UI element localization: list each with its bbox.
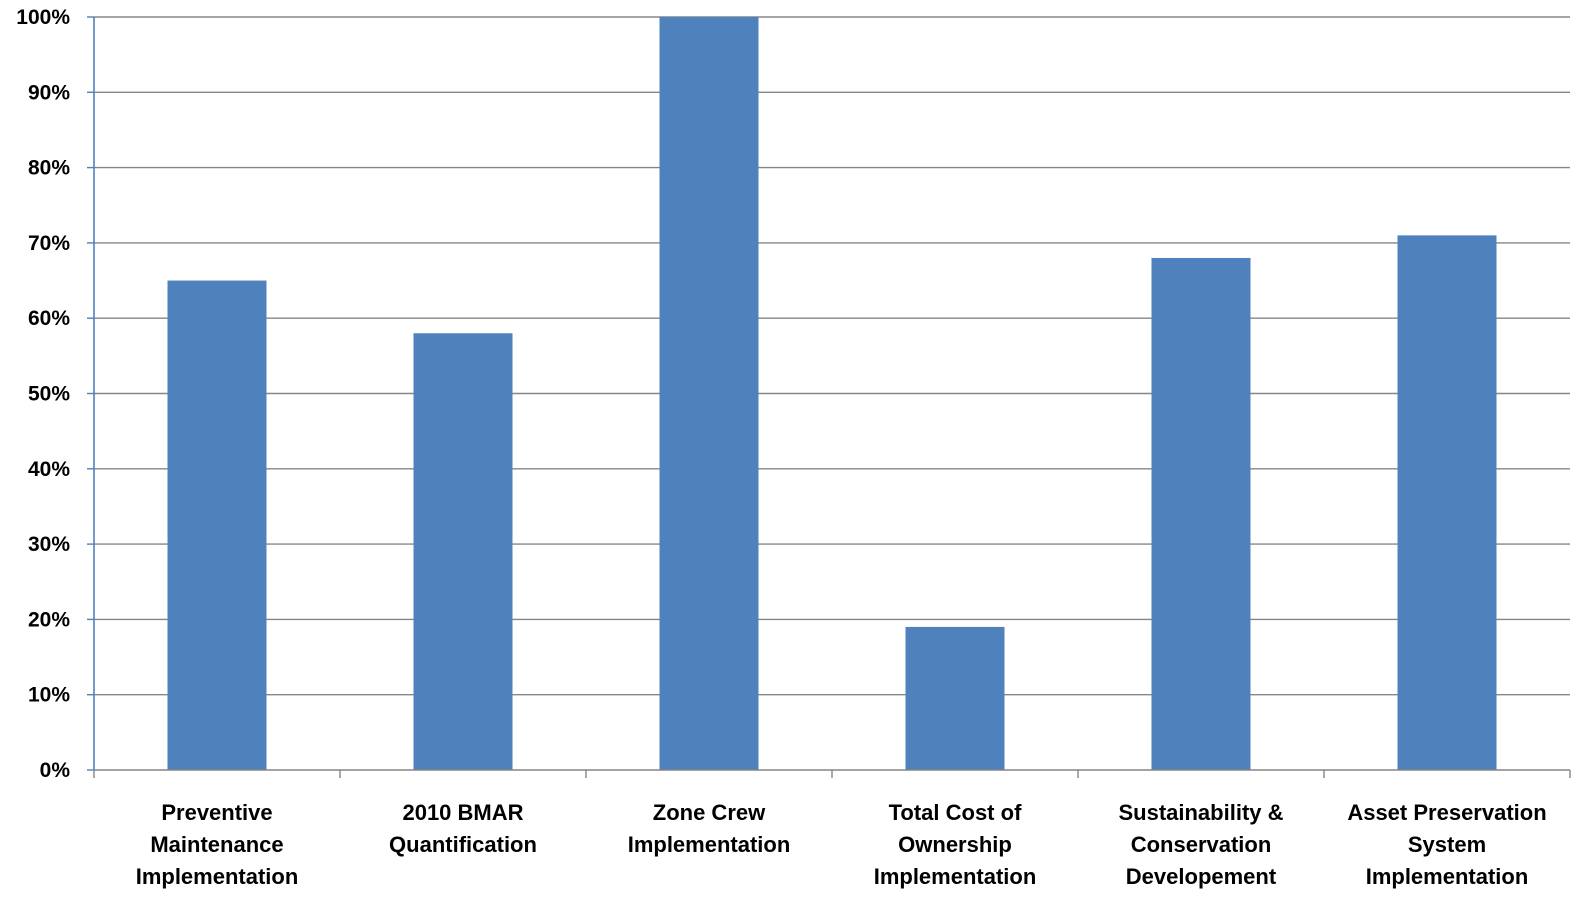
- bars: [167, 17, 1497, 771]
- gridlines: [94, 16, 1570, 696]
- y-tick-label: 50%: [28, 383, 70, 406]
- bar: [167, 280, 267, 770]
- x-category-label: Total Cost of Ownership Implementation: [874, 800, 1037, 889]
- y-tick-label: 10%: [28, 684, 70, 707]
- bar: [1151, 257, 1251, 771]
- x-category-label: Zone Crew Implementation: [628, 800, 791, 857]
- bar: [1397, 235, 1497, 770]
- x-category-label: Preventive Maintenance Implementation: [136, 800, 299, 889]
- y-tick-label: 100%: [16, 6, 70, 29]
- bar: [905, 626, 1005, 770]
- axes: [87, 16, 1571, 778]
- y-tick-label: 80%: [28, 157, 70, 180]
- y-tick-label: 60%: [28, 307, 70, 330]
- y-tick-labels: 0% 10% 20% 30% 40% 50% 60% 70% 80% 90% 100%: [16, 6, 70, 782]
- x-category-label: Asset Preservation System Implementation: [1347, 800, 1546, 889]
- bar: [659, 17, 759, 770]
- x-category-labels: Preventive Maintenance Implementation 2010 …: [136, 800, 1547, 889]
- x-category-label: 2010 BMAR Quantification: [389, 800, 537, 857]
- bar: [413, 333, 513, 770]
- y-tick-label: 40%: [28, 458, 70, 481]
- y-tick-label: 0%: [40, 759, 71, 782]
- y-tick-label: 70%: [28, 232, 70, 255]
- y-tick-label: 20%: [28, 608, 70, 631]
- y-tick-label: 90%: [28, 81, 70, 104]
- x-category-label: Sustainability & Conservation Developement: [1118, 800, 1283, 889]
- y-tick-label: 30%: [28, 533, 70, 556]
